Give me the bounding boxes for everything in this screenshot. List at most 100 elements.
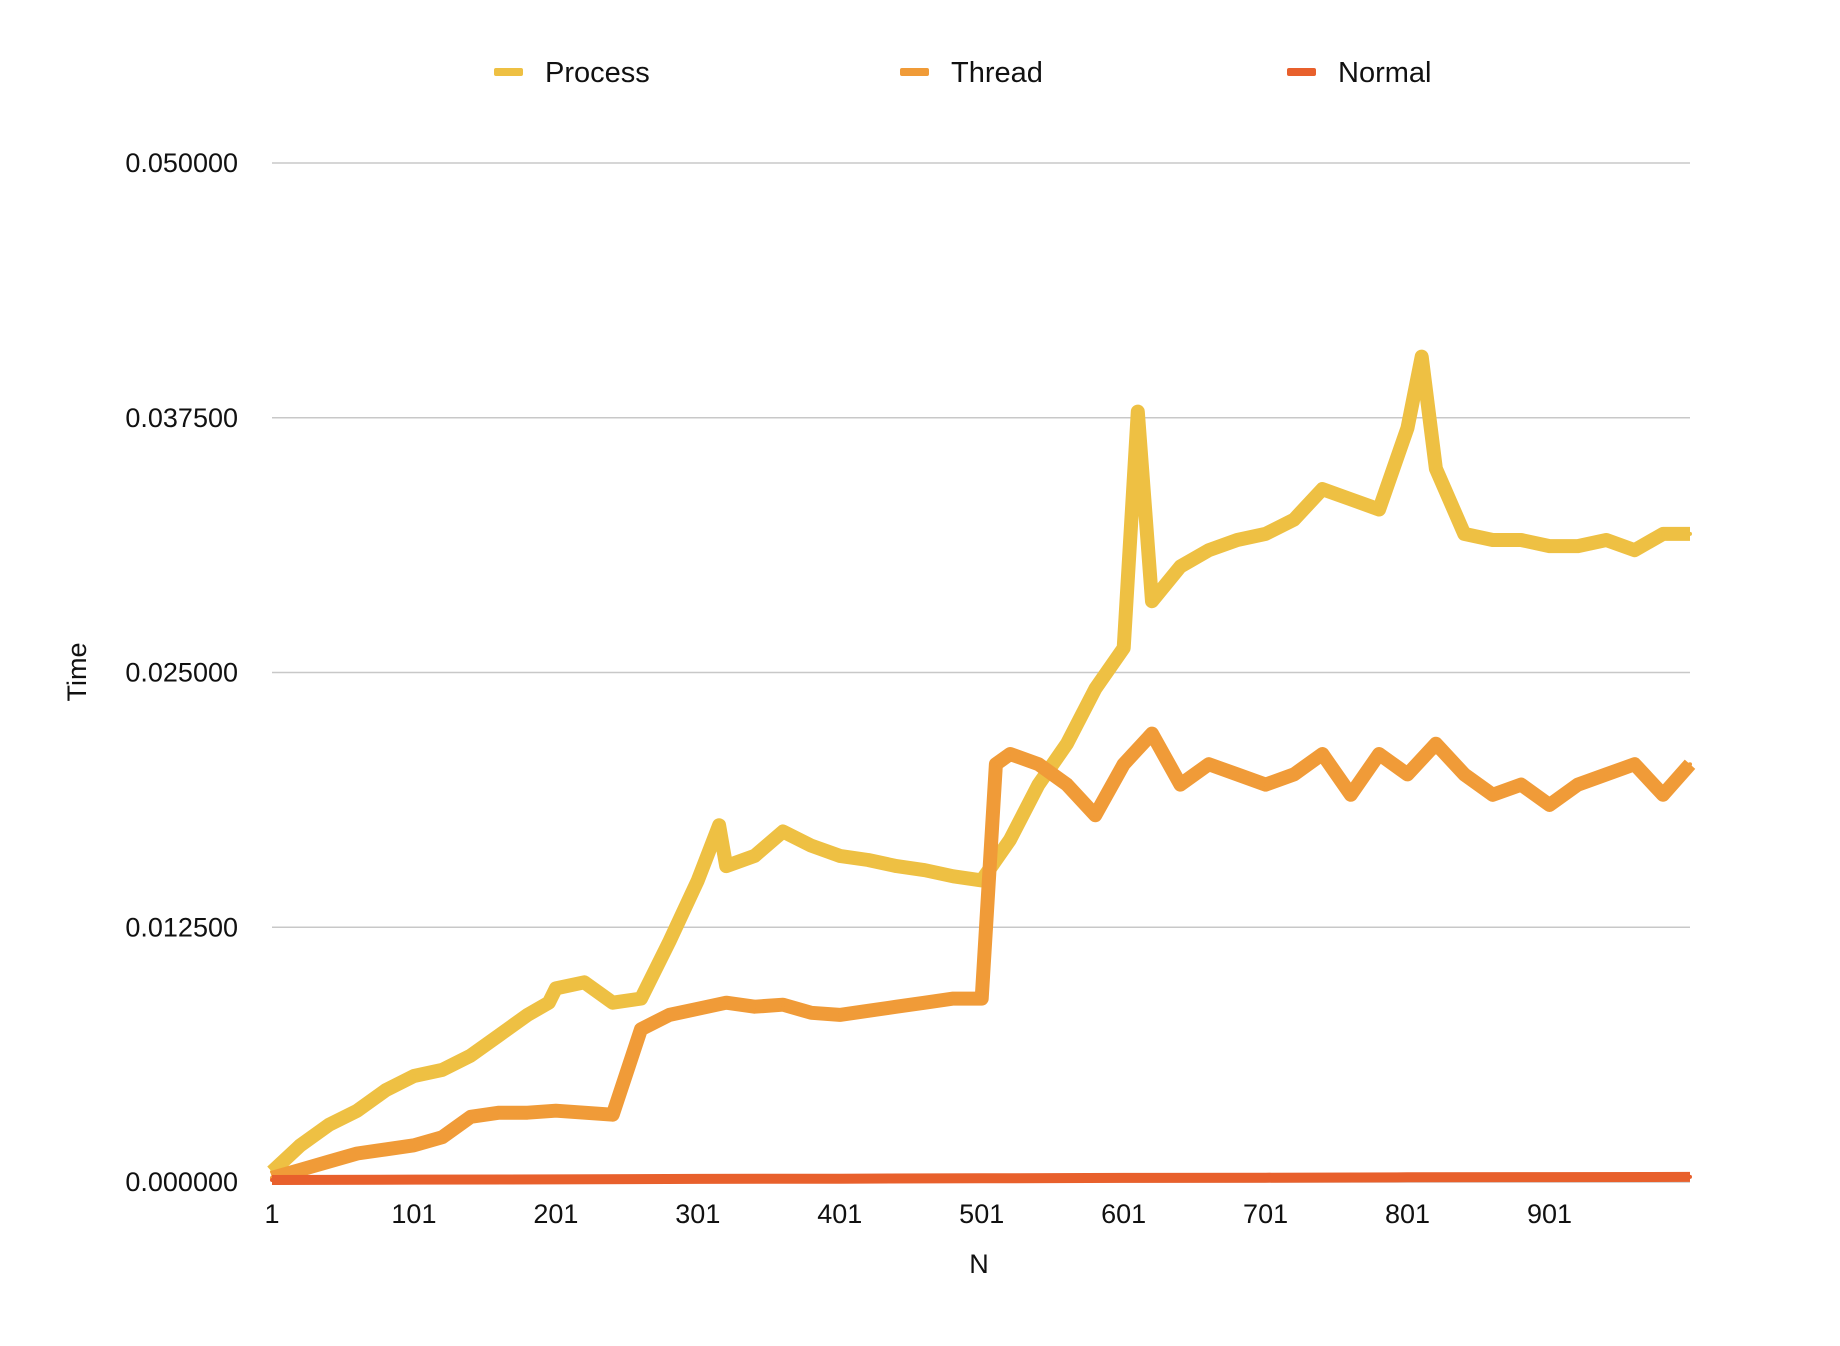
gridlines: [272, 162, 1690, 1183]
y-tick-label: 0.037500: [125, 403, 238, 433]
data-point-normal: [1405, 1175, 1410, 1180]
data-point-process: [809, 843, 814, 848]
data-point-thread: [1688, 762, 1692, 767]
data-point-normal: [553, 1177, 558, 1182]
data-point-thread: [667, 1012, 672, 1017]
data-point-thread: [1632, 762, 1637, 767]
data-point-thread: [1547, 803, 1552, 807]
x-tick-label: 201: [533, 1199, 578, 1229]
data-point-process: [553, 986, 558, 991]
data-point-thread: [979, 996, 984, 1001]
data-point-process: [355, 1108, 360, 1113]
data-point-process: [411, 1074, 416, 1078]
data-point-thread: [837, 1012, 842, 1017]
data-point-process: [837, 853, 842, 858]
data-point-process: [546, 1000, 551, 1005]
data-point-normal: [695, 1176, 700, 1181]
x-tick-label: 1: [264, 1199, 279, 1229]
x-tick-label: 601: [1101, 1199, 1146, 1229]
data-point-process: [1405, 425, 1410, 430]
data-point-thread: [1604, 772, 1609, 777]
data-point-process: [1547, 544, 1552, 549]
data-point-process: [1008, 837, 1013, 842]
data-point-thread: [1263, 782, 1268, 787]
data-point-thread: [993, 762, 998, 767]
data-point-thread: [894, 1004, 899, 1009]
data-point-process: [1150, 599, 1154, 604]
data-point-process: [1377, 507, 1382, 512]
legend-label: Normal: [1338, 57, 1431, 89]
data-point-thread: [639, 1027, 643, 1032]
data-point-process: [922, 868, 927, 873]
data-point-thread: [1036, 762, 1041, 767]
data-point-process: [1661, 531, 1665, 536]
data-point-process: [894, 864, 899, 869]
series-line-thread: [270, 726, 1696, 1185]
legend-label: Process: [545, 57, 650, 89]
x-tick-label: 801: [1385, 1199, 1430, 1229]
data-point-process: [497, 1033, 502, 1038]
x-axis-ticks: 1 101 201 301 401 501 601 701 801 901: [264, 1199, 1572, 1229]
data-point-process: [1206, 548, 1211, 553]
y-axis-title: Time: [62, 643, 92, 702]
data-point-process: [1235, 538, 1240, 542]
data-point-process: [1178, 564, 1183, 569]
series-layer: [267, 349, 1696, 1185]
data-point-thread: [582, 1110, 587, 1115]
data-point-thread: [497, 1110, 502, 1115]
data-point-process: [326, 1122, 331, 1127]
data-point-process: [440, 1067, 445, 1072]
data-point-thread: [1661, 792, 1665, 797]
data-point-process: [1292, 517, 1296, 522]
data-point-thread: [1235, 772, 1240, 777]
data-point-normal: [1121, 1175, 1126, 1180]
data-point-thread: [1064, 782, 1069, 787]
data-point-thread: [440, 1135, 445, 1140]
data-point-thread: [468, 1114, 473, 1119]
data-point-process: [1462, 531, 1467, 536]
data-point-process: [1263, 531, 1268, 536]
legend-item-normal: Normal: [1287, 57, 1431, 89]
x-tick-label: 501: [959, 1199, 1004, 1229]
data-point-process: [717, 823, 722, 828]
data-point-normal: [411, 1177, 416, 1182]
data-point-thread: [1377, 752, 1382, 756]
data-point-process: [1093, 686, 1098, 691]
data-point-process: [298, 1143, 303, 1148]
x-tick-label: 301: [675, 1199, 720, 1229]
data-point-process: [1064, 741, 1069, 746]
data-point-process: [781, 829, 785, 834]
data-point-process: [1604, 538, 1609, 542]
data-point-process: [1135, 409, 1140, 414]
data-point-process: [1348, 497, 1353, 502]
data-point-thread: [1178, 782, 1183, 787]
data-point-thread: [1405, 772, 1410, 777]
data-point-process: [639, 996, 643, 1001]
data-point-thread: [1519, 782, 1524, 787]
data-point-normal: [1688, 1174, 1692, 1179]
legend-item-process: Process: [494, 57, 650, 89]
legend-swatch: [494, 68, 523, 76]
data-point-process: [1519, 538, 1524, 542]
data-point-thread: [1206, 762, 1211, 767]
data-point-process: [1433, 466, 1438, 471]
data-point-process: [582, 980, 587, 985]
data-point-process: [1632, 548, 1637, 553]
data-point-process: [695, 878, 700, 883]
data-point-normal: [1263, 1175, 1268, 1180]
data-point-thread: [1433, 741, 1438, 746]
x-tick-label: 901: [1527, 1199, 1572, 1229]
y-tick-label: 0.025000: [125, 658, 238, 688]
data-point-thread: [525, 1110, 530, 1115]
data-point-process: [752, 853, 757, 858]
data-point-thread: [809, 1010, 814, 1015]
data-point-process: [1575, 544, 1580, 549]
x-axis-title: N: [969, 1249, 989, 1279]
data-point-process: [468, 1053, 473, 1058]
data-point-normal: [1547, 1175, 1552, 1180]
y-tick-label: 0.012500: [125, 912, 238, 942]
data-point-process: [724, 864, 729, 869]
data-point-thread: [866, 1008, 871, 1013]
data-point-thread: [1292, 772, 1296, 777]
